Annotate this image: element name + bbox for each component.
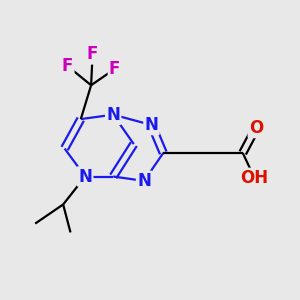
Text: N: N	[145, 116, 158, 134]
Text: F: F	[62, 57, 73, 75]
Text: OH: OH	[241, 169, 268, 187]
Text: O: O	[249, 119, 263, 137]
Text: F: F	[87, 45, 98, 63]
Text: N: N	[78, 167, 92, 185]
Text: N: N	[137, 172, 151, 190]
Text: F: F	[109, 60, 120, 78]
Text: N: N	[106, 106, 120, 124]
